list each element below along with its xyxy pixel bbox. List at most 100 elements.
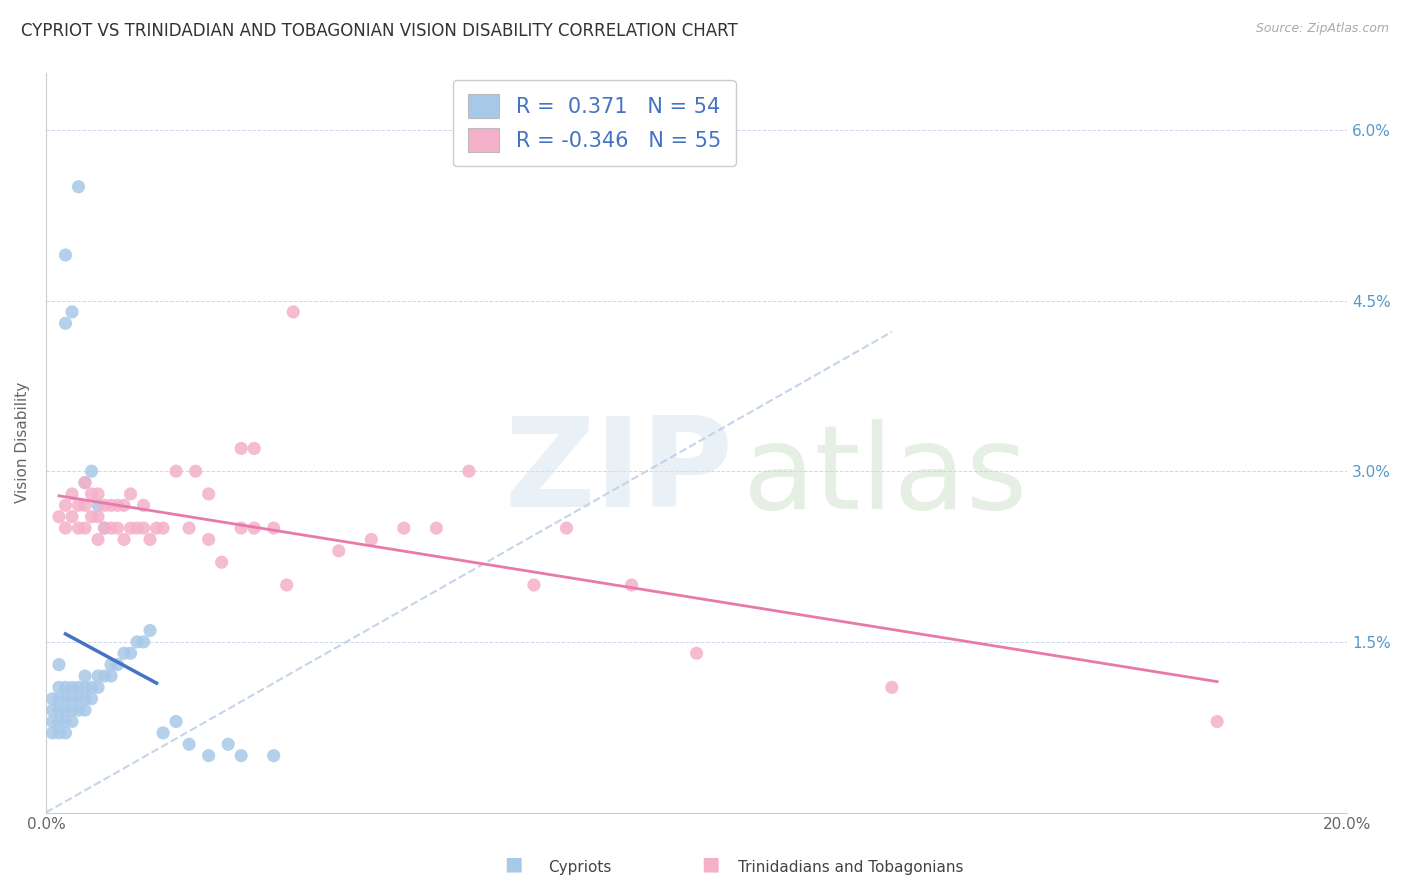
Point <box>197 533 219 547</box>
Point <box>457 464 479 478</box>
Point <box>184 464 207 478</box>
Point <box>685 646 707 660</box>
Point <box>217 737 239 751</box>
Point <box>48 726 70 740</box>
Text: Trinidadians and Tobagonians: Trinidadians and Tobagonians <box>738 861 963 875</box>
Point <box>87 669 110 683</box>
Point <box>125 521 148 535</box>
Point <box>87 487 110 501</box>
Point <box>73 475 96 490</box>
Point <box>132 499 155 513</box>
Point <box>73 691 96 706</box>
Point <box>73 475 96 490</box>
Point <box>197 487 219 501</box>
Point <box>120 646 142 660</box>
Point <box>87 499 110 513</box>
Point <box>55 703 77 717</box>
Text: atlas: atlas <box>742 418 1028 533</box>
Point <box>880 681 903 695</box>
Point <box>93 521 115 535</box>
Point <box>152 726 174 740</box>
Point <box>87 509 110 524</box>
Point <box>139 533 162 547</box>
Point <box>41 726 63 740</box>
Point <box>100 669 122 683</box>
Point <box>145 521 167 535</box>
Point <box>112 533 135 547</box>
Point <box>620 578 643 592</box>
Point <box>392 521 415 535</box>
Point <box>41 691 63 706</box>
Point <box>100 521 122 535</box>
Text: ZIP: ZIP <box>505 412 733 533</box>
Point <box>112 646 135 660</box>
Point <box>243 521 266 535</box>
Point <box>231 521 253 535</box>
Point <box>179 521 201 535</box>
Point <box>197 748 219 763</box>
Point <box>107 499 129 513</box>
Point <box>67 499 90 513</box>
Legend: R =  0.371   N = 54, R = -0.346   N = 55: R = 0.371 N = 54, R = -0.346 N = 55 <box>453 79 735 167</box>
Point <box>165 464 187 478</box>
Point <box>107 657 129 672</box>
Point <box>73 499 96 513</box>
Point <box>360 533 382 547</box>
Point <box>87 681 110 695</box>
Point <box>231 748 253 763</box>
Point <box>60 509 83 524</box>
Point <box>67 681 90 695</box>
Point <box>100 499 122 513</box>
Point <box>41 714 63 729</box>
Point <box>276 578 298 592</box>
Point <box>60 714 83 729</box>
Point <box>67 179 90 194</box>
Point <box>60 681 83 695</box>
Point <box>55 681 77 695</box>
Point <box>80 681 103 695</box>
Point <box>60 305 83 319</box>
Point <box>80 464 103 478</box>
Text: ■: ■ <box>700 855 720 873</box>
Point <box>328 544 350 558</box>
Point <box>87 533 110 547</box>
Point <box>139 624 162 638</box>
Text: ■: ■ <box>503 855 523 873</box>
Point <box>132 635 155 649</box>
Point <box>80 487 103 501</box>
Point <box>125 635 148 649</box>
Point <box>1206 714 1229 729</box>
Point <box>179 737 201 751</box>
Y-axis label: Vision Disability: Vision Disability <box>15 382 30 503</box>
Point <box>107 521 129 535</box>
Point <box>120 487 142 501</box>
Point <box>60 487 83 501</box>
Point <box>120 521 142 535</box>
Point <box>263 521 285 535</box>
Point <box>73 521 96 535</box>
Point <box>152 521 174 535</box>
Point <box>41 703 63 717</box>
Point <box>93 521 115 535</box>
Point <box>93 499 115 513</box>
Point <box>263 748 285 763</box>
Point <box>60 691 83 706</box>
Text: Source: ZipAtlas.com: Source: ZipAtlas.com <box>1256 22 1389 36</box>
Point <box>48 657 70 672</box>
Point <box>55 248 77 262</box>
Point <box>55 316 77 330</box>
Point <box>523 578 546 592</box>
Point <box>80 691 103 706</box>
Point <box>73 703 96 717</box>
Point <box>48 691 70 706</box>
Point <box>55 726 77 740</box>
Text: CYPRIOT VS TRINIDADIAN AND TOBAGONIAN VISION DISABILITY CORRELATION CHART: CYPRIOT VS TRINIDADIAN AND TOBAGONIAN VI… <box>21 22 738 40</box>
Point <box>48 681 70 695</box>
Point <box>48 703 70 717</box>
Point <box>67 691 90 706</box>
Point <box>100 657 122 672</box>
Text: Cypriots: Cypriots <box>548 861 612 875</box>
Point <box>55 521 77 535</box>
Point <box>73 669 96 683</box>
Point <box>555 521 578 535</box>
